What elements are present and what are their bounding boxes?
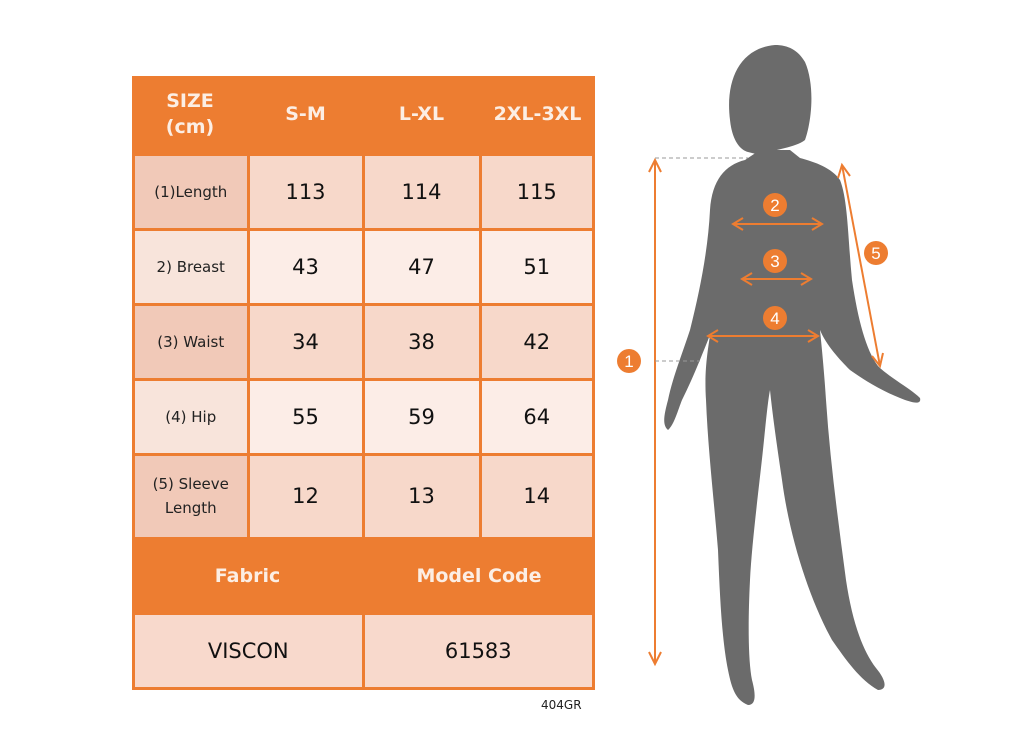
size-value: 43: [249, 230, 362, 303]
size-value: 47: [364, 230, 479, 303]
model-code-header: Model Code: [416, 564, 542, 587]
fabric-value: VISCON: [135, 615, 362, 687]
svg-text:1: 1: [624, 352, 633, 371]
size-value: 13: [364, 455, 479, 537]
row-label: (4) Hip: [135, 380, 247, 453]
measurement-arrows: [648, 157, 884, 667]
row-label: (5) Sleeve Length: [135, 455, 247, 537]
size-value: 114: [364, 155, 479, 228]
body-measurement-diagram: 1 2 3 4 5: [617, 45, 921, 705]
row-label: (3) Waist: [135, 305, 247, 378]
column-header: S-M: [285, 103, 326, 126]
column-header: SIZE (cm): [165, 90, 215, 138]
svg-text:5: 5: [871, 244, 880, 263]
size-value: 64: [481, 380, 592, 453]
size-value: 115: [481, 155, 592, 228]
guide-lines: [655, 157, 748, 362]
size-value: 14: [481, 455, 592, 537]
woman-silhouette: [664, 45, 921, 705]
fabric-header: Fabric: [214, 564, 281, 587]
svg-text:3: 3: [770, 252, 779, 271]
svg-text:4: 4: [770, 309, 779, 328]
marker-badges: 1 2 3 4 5: [617, 193, 888, 373]
size-value: 42: [481, 305, 592, 378]
product-code-label: 404GR: [541, 698, 582, 712]
column-header: L-XL: [398, 103, 445, 126]
size-value: 55: [249, 380, 362, 453]
column-header: 2XL-3XL: [493, 103, 582, 126]
size-value: 59: [364, 380, 479, 453]
size-value: 12: [249, 455, 362, 537]
row-label: (1)Length: [135, 155, 247, 228]
size-chart-table: SIZE (cm) S-M L-XL 2XL-3XL (1)Length 113 114 11…: [132, 76, 595, 690]
size-value: 38: [364, 305, 479, 378]
size-value: 34: [249, 305, 362, 378]
size-value: 113: [249, 155, 362, 228]
size-value: 51: [481, 230, 592, 303]
model-code-value: 61583: [364, 615, 592, 687]
row-label: 2) Breast: [135, 230, 247, 303]
svg-text:2: 2: [770, 196, 779, 215]
